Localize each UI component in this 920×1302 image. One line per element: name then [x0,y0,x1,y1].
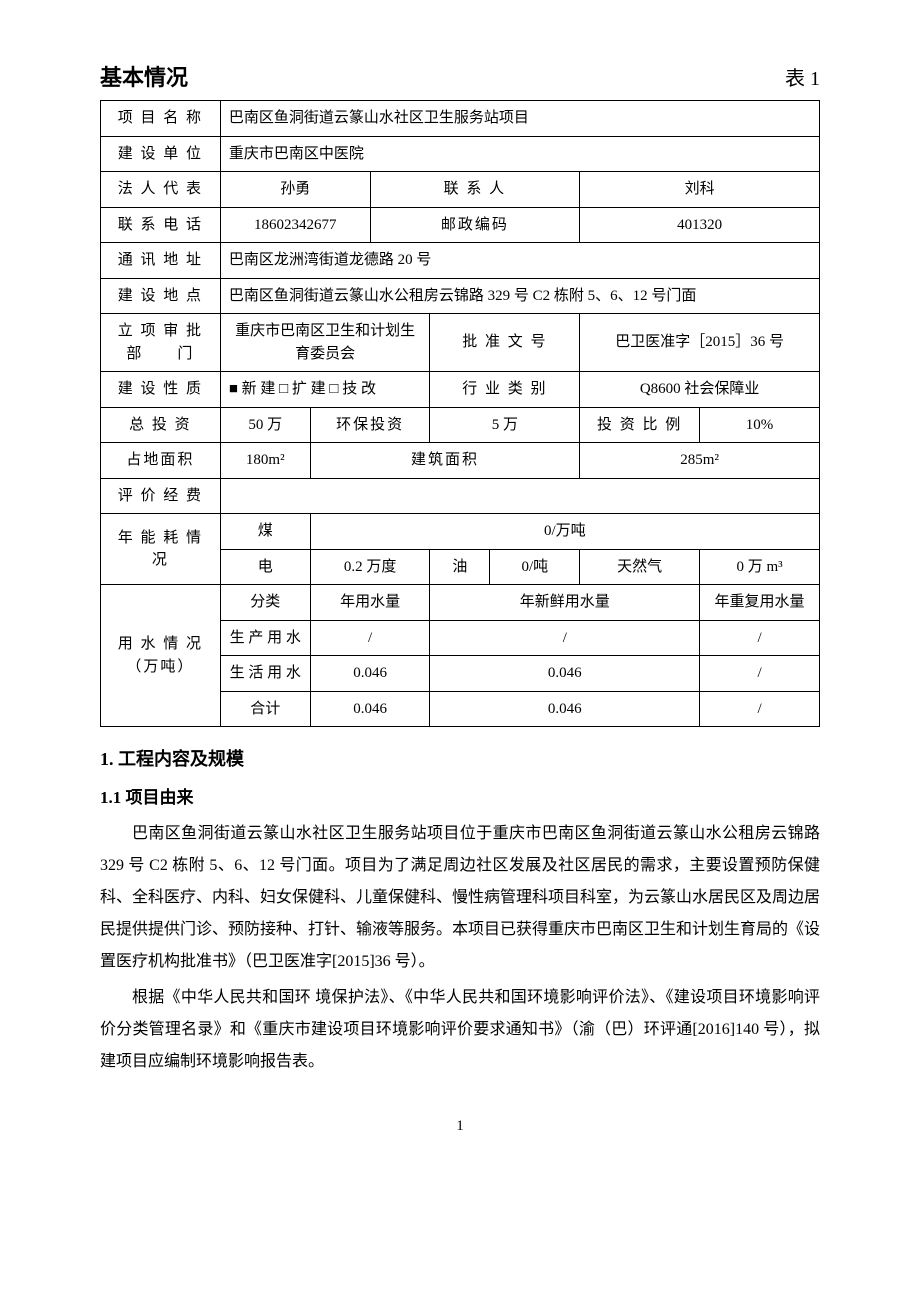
label-project-name: 项 目 名 称 [101,101,221,137]
table-row: 法 人 代 表 孙勇 联 系 人 刘科 [101,172,820,208]
label-eval-fee: 评 价 经 费 [101,478,221,514]
label-water-total: 合计 [220,691,310,727]
value-build-nature: ■ 新 建 □ 扩 建 □ 技 改 [220,372,430,408]
label-water-cat: 分类 [220,585,310,621]
label-total-invest: 总 投 资 [101,407,221,443]
value-water-total-reuse: / [700,691,820,727]
value-total-invest: 50 万 [220,407,310,443]
label-water-life: 生 活 用 水 [220,656,310,692]
value-contact: 刘科 [580,172,820,208]
paragraph-1: 巴南区鱼洞街道云篆山水社区卫生服务站项目位于重庆市巴南区鱼洞街道云篆山水公租房云… [100,818,820,978]
table-row: 占地面积 180m² 建筑面积 285m² [101,443,820,479]
value-phone: 18602342677 [220,207,370,243]
label-water-reuse: 年重复用水量 [700,585,820,621]
label-invest-ratio: 投 资 比 例 [580,407,700,443]
table-row: 立 项 审 批 部 门 重庆市巴南区卫生和计划生育委员会 批 准 文 号 巴卫医… [101,314,820,372]
value-eval-fee [220,478,819,514]
value-elec: 0.2 万度 [310,549,430,585]
label-build-nature: 建 设 性 质 [101,372,221,408]
table-row: 通 讯 地 址 巴南区龙洲湾街道龙德路 20 号 [101,243,820,279]
value-land-area: 180m² [220,443,310,479]
header-title: 基本情况 [100,60,188,92]
value-site: 巴南区鱼洞街道云篆山水公租房云锦路 329 号 C2 栋附 5、6、12 号门面 [220,278,819,314]
label-postal: 邮政编码 [370,207,580,243]
section-heading-1: 1. 工程内容及规模 [100,745,820,771]
label-water-fresh: 年新鲜用水量 [430,585,700,621]
value-approval-no: 巴卫医准字［2015］36 号 [580,314,820,372]
label-legal-rep: 法 人 代 表 [101,172,221,208]
label-elec: 电 [220,549,310,585]
value-water-prod-reuse: / [700,620,820,656]
table-row: 建 设 性 质 ■ 新 建 □ 扩 建 □ 技 改 行 业 类 别 Q8600 … [101,372,820,408]
value-coal: 0/万吨 [310,514,819,550]
label-gas: 天然气 [580,549,700,585]
label-industry: 行 业 类 别 [430,372,580,408]
header-table-num: 表 1 [785,62,820,91]
page-number: 1 [100,1118,820,1135]
section-heading-1-1: 1.1 项目由来 [100,783,820,808]
value-water-prod-fresh: / [430,620,700,656]
label-approval-dept: 立 项 审 批 部 门 [101,314,221,372]
value-water-life-reuse: / [700,656,820,692]
value-water-life-fresh: 0.046 [430,656,700,692]
value-legal-rep: 孙勇 [220,172,370,208]
value-water-prod-annual: / [310,620,430,656]
label-contact: 联 系 人 [370,172,580,208]
table-row: 评 价 经 费 [101,478,820,514]
label-address: 通 讯 地 址 [101,243,221,279]
value-env-invest: 5 万 [430,407,580,443]
label-oil: 油 [430,549,490,585]
label-build-unit: 建 设 单 位 [101,136,221,172]
label-land-area: 占地面积 [101,443,221,479]
value-water-total-fresh: 0.046 [430,691,700,727]
label-energy: 年 能 耗 情 况 [101,514,221,585]
label-phone: 联 系 电 话 [101,207,221,243]
value-water-total-annual: 0.046 [310,691,430,727]
value-address: 巴南区龙洲湾街道龙德路 20 号 [220,243,819,279]
basic-info-table: 项 目 名 称 巴南区鱼洞街道云篆山水社区卫生服务站项目 建 设 单 位 重庆市… [100,100,820,727]
value-project-name: 巴南区鱼洞街道云篆山水社区卫生服务站项目 [220,101,819,137]
label-env-invest: 环保投资 [310,407,430,443]
label-approval-no: 批 准 文 号 [430,314,580,372]
table-row: 年 能 耗 情 况 煤 0/万吨 [101,514,820,550]
value-industry: Q8600 社会保障业 [580,372,820,408]
label-water-prod: 生 产 用 水 [220,620,310,656]
paragraph-2: 根据《中华人民共和国环 境保护法》、《中华人民共和国环境影响评价法》、《建设项目… [100,982,820,1078]
value-postal: 401320 [580,207,820,243]
table-row: 项 目 名 称 巴南区鱼洞街道云篆山水社区卫生服务站项目 [101,101,820,137]
value-build-unit: 重庆市巴南区中医院 [220,136,819,172]
header-row: 基本情况 表 1 [100,60,820,92]
label-build-area: 建筑面积 [310,443,580,479]
label-water: 用 水 情 况 （万吨） [101,585,221,727]
table-row: 总 投 资 50 万 环保投资 5 万 投 资 比 例 10% [101,407,820,443]
table-row: 联 系 电 话 18602342677 邮政编码 401320 [101,207,820,243]
table-row: 建 设 单 位 重庆市巴南区中医院 [101,136,820,172]
table-row: 用 水 情 况 （万吨） 分类 年用水量 年新鲜用水量 年重复用水量 [101,585,820,621]
label-site: 建 设 地 点 [101,278,221,314]
value-water-life-annual: 0.046 [310,656,430,692]
value-invest-ratio: 10% [700,407,820,443]
value-gas: 0 万 m³ [700,549,820,585]
value-approval-dept: 重庆市巴南区卫生和计划生育委员会 [220,314,430,372]
table-row: 建 设 地 点 巴南区鱼洞街道云篆山水公租房云锦路 329 号 C2 栋附 5、… [101,278,820,314]
value-build-area: 285m² [580,443,820,479]
value-oil: 0/吨 [490,549,580,585]
label-water-annual: 年用水量 [310,585,430,621]
